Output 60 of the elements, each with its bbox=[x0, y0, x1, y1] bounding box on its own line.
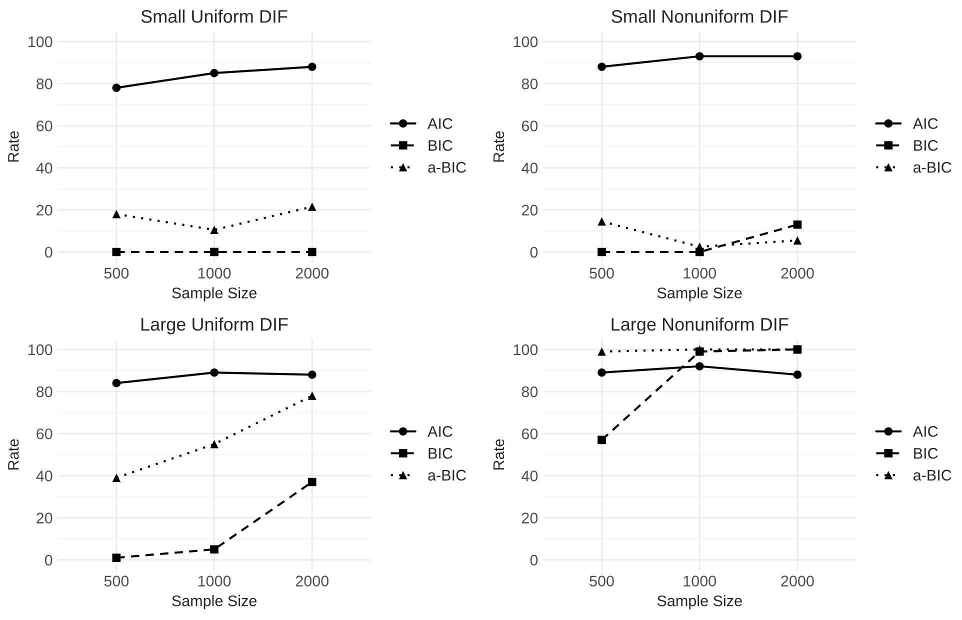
y-tick-label: 100 bbox=[514, 344, 538, 356]
y-tick-label: 80 bbox=[522, 386, 538, 398]
x-tick-label: 1000 bbox=[684, 268, 716, 279]
x-tick-label: 2000 bbox=[296, 576, 329, 586]
x-tick-label: 1000 bbox=[198, 576, 231, 586]
legend-label: AIC bbox=[428, 118, 452, 129]
y-tick-label: 40 bbox=[522, 470, 538, 482]
y-tick-label: 20 bbox=[522, 204, 538, 216]
x-tick-label: 500 bbox=[590, 576, 614, 586]
x-axis-title: Sample Size bbox=[172, 595, 256, 610]
y-tick-label: 60 bbox=[36, 428, 52, 440]
legend-label: AIC bbox=[912, 118, 938, 129]
x-tick-label: 2000 bbox=[781, 268, 814, 279]
chart-title: Small Nonuniform DIF bbox=[612, 10, 788, 23]
y-axis-title: Rate bbox=[8, 131, 19, 162]
x-tick-label: 500 bbox=[590, 268, 614, 279]
y-tick-label: 0 bbox=[530, 246, 538, 258]
y-tick-label: 100 bbox=[28, 36, 52, 48]
y-tick-label: 60 bbox=[36, 120, 52, 132]
x-tick-label: 2000 bbox=[781, 576, 814, 586]
legend-label: BIC bbox=[914, 448, 938, 459]
legend-label: AIC bbox=[912, 426, 938, 437]
legend-label: a-BIC bbox=[914, 162, 952, 173]
y-tick-label: 100 bbox=[28, 344, 52, 356]
legend-label: AIC bbox=[428, 426, 452, 437]
y-axis-title: Rate bbox=[8, 439, 19, 470]
x-tick-label: 1000 bbox=[198, 268, 231, 279]
chart-title: Large Nonuniform DIF bbox=[612, 317, 788, 334]
y-tick-label: 100 bbox=[514, 36, 538, 48]
legend-label: BIC bbox=[914, 140, 938, 151]
x-axis-title: Sample Size bbox=[657, 595, 742, 610]
y-tick-label: 80 bbox=[36, 386, 52, 398]
x-axis-title: Sample Size bbox=[657, 287, 742, 302]
y-tick-label: 40 bbox=[36, 470, 52, 482]
y-axis-title: Rate bbox=[493, 131, 504, 162]
x-tick-label: 500 bbox=[104, 268, 129, 279]
x-axis-title: Sample Size bbox=[172, 287, 256, 302]
y-tick-label: 80 bbox=[522, 78, 538, 90]
x-tick-label: 500 bbox=[104, 576, 129, 586]
y-tick-label: 0 bbox=[44, 246, 52, 258]
y-tick-label: 40 bbox=[522, 162, 538, 174]
y-tick-label: 40 bbox=[36, 162, 52, 174]
y-tick-label: 0 bbox=[44, 554, 52, 566]
legend-label: a-BIC bbox=[428, 470, 466, 481]
chart-title: Large Uniform DIF bbox=[142, 317, 288, 334]
y-tick-label: 20 bbox=[36, 512, 52, 524]
x-tick-label: 2000 bbox=[296, 268, 329, 279]
legend-label: BIC bbox=[428, 140, 452, 151]
legend-label: a-BIC bbox=[428, 162, 466, 173]
y-tick-label: 60 bbox=[522, 428, 538, 440]
y-tick-label: 80 bbox=[36, 78, 52, 90]
y-tick-label: 20 bbox=[36, 204, 52, 216]
legend-label: BIC bbox=[428, 448, 452, 459]
x-tick-label: 1000 bbox=[684, 576, 716, 586]
y-tick-label: 60 bbox=[522, 120, 538, 132]
y-tick-label: 0 bbox=[530, 554, 538, 566]
chart-title: Small Uniform DIF bbox=[141, 10, 288, 23]
y-tick-label: 20 bbox=[522, 512, 538, 524]
legend-label: a-BIC bbox=[914, 470, 952, 481]
y-axis-title: Rate bbox=[493, 439, 504, 470]
